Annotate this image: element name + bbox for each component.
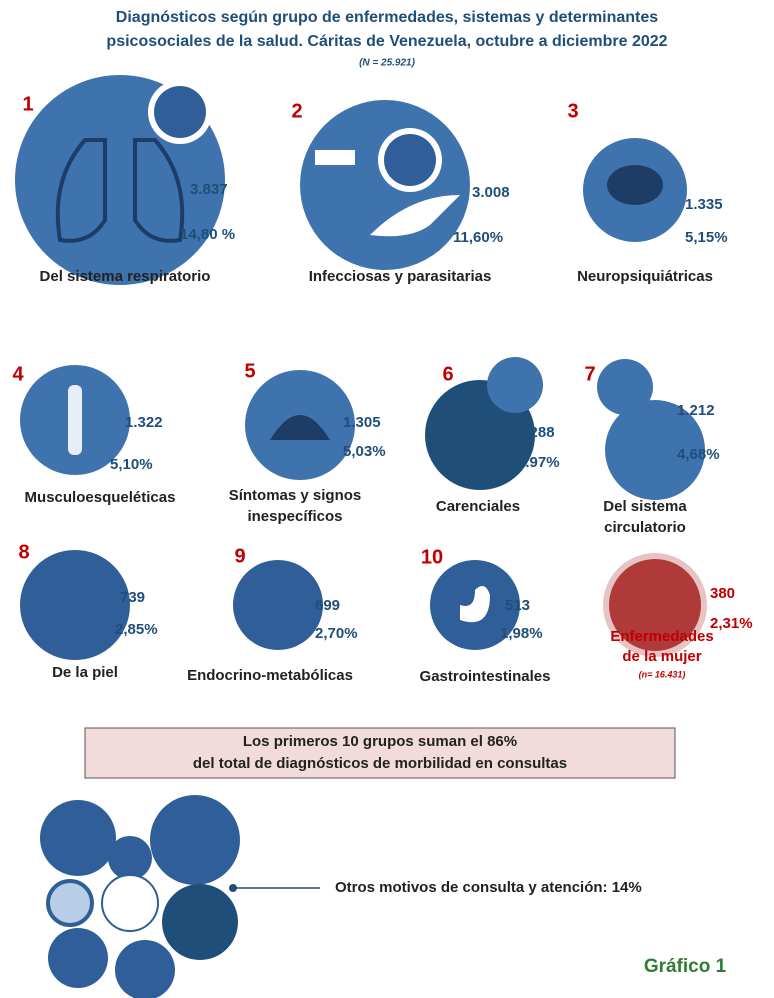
group-percent: 1,98% bbox=[500, 625, 543, 642]
group-name: De la piel bbox=[52, 664, 118, 681]
group-percent: 2,70% bbox=[315, 625, 358, 642]
group-count: 1.212 bbox=[677, 402, 715, 419]
group-number: 7 bbox=[584, 363, 595, 385]
group-name: Musculoesqueléticas bbox=[25, 489, 176, 506]
group-percent: 2,85% bbox=[115, 621, 158, 638]
group-number: 2 bbox=[291, 100, 302, 122]
figure-label: Gráfico 1 bbox=[644, 956, 727, 977]
title: Diagnósticos según grupo de enfermedades… bbox=[116, 9, 658, 26]
group-percent: 5,10% bbox=[110, 456, 153, 473]
women-percent: 2,31% bbox=[710, 615, 753, 632]
group-number: 5 bbox=[244, 360, 255, 382]
group-percent: 14,80 % bbox=[180, 226, 235, 243]
group-number: 1 bbox=[22, 93, 33, 115]
group-name: circulatorio bbox=[604, 519, 686, 536]
group-percent: 5,03% bbox=[343, 443, 386, 460]
group-percent: 5,15% bbox=[685, 229, 728, 246]
group-number: 4 bbox=[12, 363, 24, 385]
group-count: 1.322 bbox=[125, 414, 163, 431]
group-number: 3 bbox=[567, 100, 578, 122]
group-name: Síntomas y signos bbox=[229, 487, 362, 504]
title: psicosociales de la salud. Cáritas de Ve… bbox=[106, 33, 667, 50]
group-count: 739 bbox=[120, 589, 145, 606]
n-note: (N = 25.921) bbox=[359, 58, 416, 69]
group-name: Del sistema bbox=[603, 498, 687, 515]
group-name: Infecciosas y parasitarias bbox=[309, 268, 492, 285]
women-note: (n= 16.431) bbox=[639, 669, 686, 679]
group-name: Del sistema respiratorio bbox=[40, 268, 211, 285]
group-number: 9 bbox=[234, 545, 245, 567]
others-text: Otros motivos de consulta y atención: 14… bbox=[335, 879, 642, 896]
women-name: de la mujer bbox=[622, 648, 701, 665]
group-count: 1.305 bbox=[343, 414, 381, 431]
group-count: 1.288 bbox=[517, 424, 555, 441]
group-name: inespecíficos bbox=[247, 508, 342, 525]
group-name: Neuropsiquiátricas bbox=[577, 268, 713, 285]
group-name: Gastrointestinales bbox=[420, 668, 551, 685]
women-name: Enfermedades bbox=[610, 628, 713, 645]
group-count: 3.008 bbox=[472, 184, 510, 201]
group-name: Endocrino-metabólicas bbox=[187, 667, 353, 684]
group-count: 513 bbox=[505, 597, 530, 614]
group-count: 699 bbox=[315, 597, 340, 614]
summary-text: del total de diagnósticos de morbilidad … bbox=[193, 755, 567, 772]
group-number: 6 bbox=[442, 363, 453, 385]
group-percent: 4,68% bbox=[677, 446, 720, 463]
group-number: 10 bbox=[421, 546, 443, 568]
group-count: 3.837 bbox=[190, 181, 228, 198]
women-count: 380 bbox=[710, 585, 735, 602]
summary-text: Los primeros 10 grupos suman el 86% bbox=[243, 733, 517, 750]
group-percent: 11,60% bbox=[453, 229, 503, 246]
group-number: 8 bbox=[18, 541, 29, 563]
group-name: Carenciales bbox=[436, 498, 520, 515]
group-percent: 4.97% bbox=[517, 454, 560, 471]
group-count: 1.335 bbox=[685, 196, 723, 213]
icons bbox=[15, 75, 707, 998]
